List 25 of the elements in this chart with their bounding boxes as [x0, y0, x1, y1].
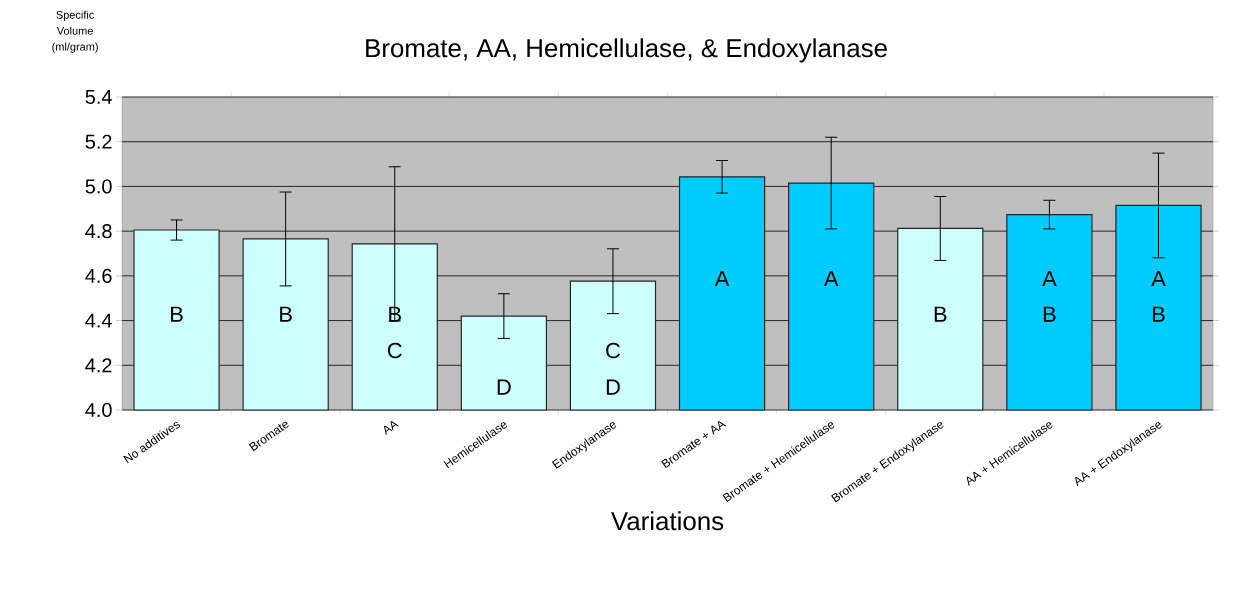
annotation: A	[714, 271, 730, 287]
annotation: B	[171, 306, 183, 322]
y-tick-label: 5.0	[85, 179, 112, 194]
annotation: C	[387, 342, 402, 359]
y-tick-label: 4.0	[85, 402, 112, 418]
annotation: A	[1151, 271, 1166, 287]
x-axis-title: Variations	[611, 511, 724, 531]
annotation: B	[934, 306, 947, 322]
annotation: D	[606, 379, 620, 395]
y-tick-label: 4.8	[85, 224, 112, 239]
x-tick-label: AA	[383, 420, 399, 435]
annotation: B	[280, 306, 292, 322]
y-tick-label: 4.6	[85, 268, 112, 283]
annotation: A	[1042, 271, 1057, 287]
y-tick-label: 4.4	[85, 313, 112, 328]
y-tick-label: 4.2	[85, 358, 112, 373]
annotation: C	[606, 342, 621, 359]
annotation: D	[497, 379, 511, 395]
annotation: B	[1043, 306, 1056, 322]
annotation: B	[1152, 306, 1165, 322]
y-tick-label: 5.4	[85, 90, 112, 104]
annotation: A	[823, 271, 839, 287]
y-axis-title: Specific Volume (ml/gram)	[52, 10, 98, 53]
chart-title: Bromate, AA, Hemicellulase, & Endoxylanase	[366, 38, 887, 63]
y-tick-label: 5.2	[85, 134, 112, 149]
